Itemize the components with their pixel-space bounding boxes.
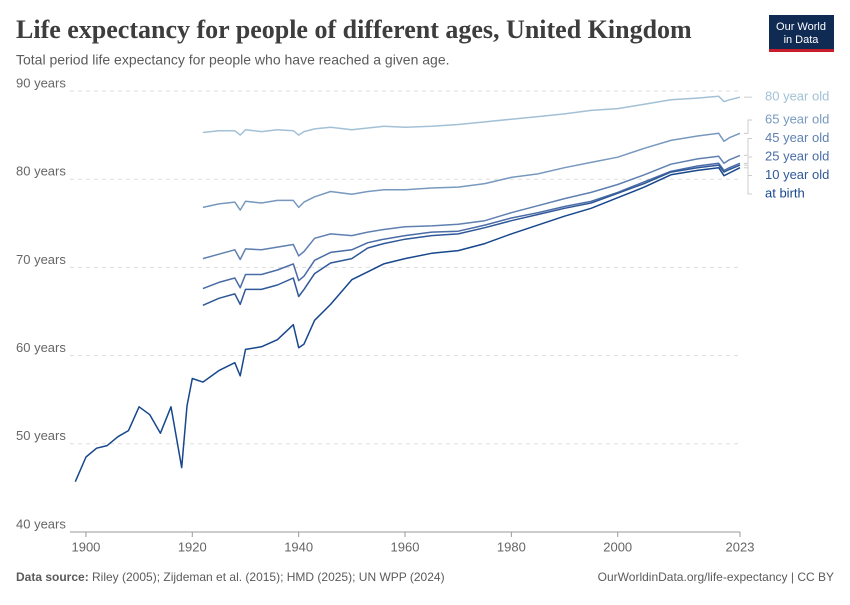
series-line <box>74 166 741 482</box>
legend-label: 25 year old <box>765 148 829 163</box>
y-tick-label: 40 years <box>16 516 66 531</box>
x-tick-label: 1940 <box>284 539 313 554</box>
series-line <box>202 95 741 136</box>
label-connector <box>744 137 752 156</box>
legend-label: 65 year old <box>765 111 829 126</box>
y-tick-label: 90 years <box>16 75 66 90</box>
legend-label: 45 year old <box>765 130 829 145</box>
label-connector <box>744 156 752 164</box>
legend-label: 80 year old <box>765 89 829 104</box>
series-line <box>202 154 741 261</box>
legend-label: 10 year old <box>765 167 829 182</box>
x-tick-label: 1980 <box>497 539 526 554</box>
chart-title: Life expectancy for people of different … <box>16 15 692 44</box>
x-tick-label: 1960 <box>391 539 420 554</box>
label-connector <box>744 119 752 134</box>
x-tick-label: 1920 <box>178 539 207 554</box>
source: Riley (2005); Zijdeman et al. (2015); HM… <box>92 570 445 584</box>
x-tick-label: 2023 <box>726 539 755 554</box>
x-tick-label: 1900 <box>71 539 100 554</box>
y-tick-label: 80 years <box>16 164 66 179</box>
logo-text: Our World <box>776 21 826 33</box>
legend-label: at birth <box>765 185 805 200</box>
x-tick-label: 2000 <box>603 539 632 554</box>
label-connector <box>744 167 752 195</box>
y-tick-label: 50 years <box>16 428 66 443</box>
source-label: Data source: <box>16 570 89 584</box>
logo-stripe <box>769 49 834 52</box>
y-tick-label: 70 years <box>16 252 66 267</box>
logo-text: in Data <box>784 34 820 46</box>
subtitle: Total period life expectancy for people … <box>16 52 450 68</box>
logo[interactable] <box>769 15 834 52</box>
series-line <box>202 162 741 290</box>
footer-url[interactable]: OurWorldinData.org/life-expectancy | CC … <box>598 570 834 584</box>
series-line <box>202 132 741 211</box>
y-tick-label: 60 years <box>16 340 66 355</box>
series-line <box>202 164 741 306</box>
